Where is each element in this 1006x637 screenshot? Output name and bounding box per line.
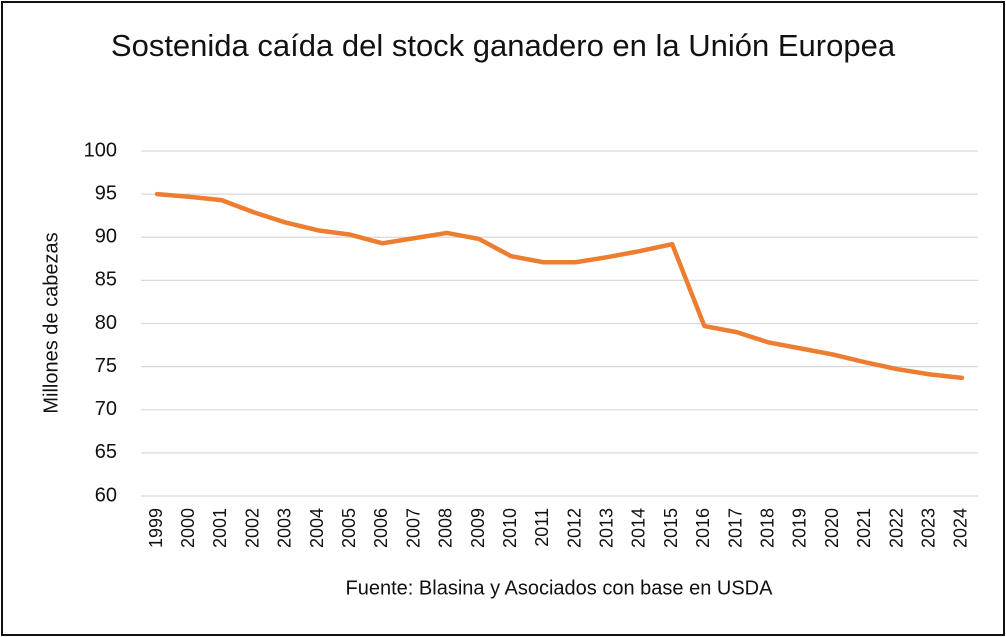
x-tick-label: 2003 [275,508,295,548]
x-tick-label: 2013 [597,508,617,548]
x-tick-label: 2022 [886,508,906,548]
y-tick-label: 75 [95,355,117,377]
x-tick-label: 2010 [500,508,520,548]
x-tick-label: 2017 [725,508,745,548]
x-tick-label: 2014 [629,508,649,548]
x-tick-label: 2016 [693,508,713,548]
x-tick-label: 2018 [758,508,778,548]
y-tick-label: 85 [95,269,117,291]
y-tick-label: 65 [95,441,117,463]
x-tick-label: 2001 [210,508,230,548]
x-tick-label: 2007 [403,508,423,548]
data-line [154,191,965,381]
y-tick-label: 95 [95,182,117,204]
x-tick-label: 2021 [854,508,874,548]
x-tick-label: 2023 [918,508,938,548]
x-tick-label: 2011 [532,508,552,547]
x-tick-label: 2000 [178,508,198,548]
x-tick-label: 2019 [790,508,810,548]
y-axis-label: Millones de cabezas [40,232,62,413]
x-tick-label: 2012 [564,508,584,548]
y-tick-label: 70 [95,398,117,420]
x-tick-label: 1999 [146,508,166,548]
y-tick-label: 80 [95,312,117,334]
y-tick-label: 60 [95,484,117,506]
x-tick-label: 2005 [339,508,359,548]
x-tick-label: 2020 [822,508,842,548]
x-tick-label: 2015 [661,508,681,548]
x-tick-label: 2009 [468,508,488,548]
y-tick-label: 100 [84,139,117,161]
x-axis-label: Fuente: Blasina y Asociados con base en … [346,577,774,599]
x-tick-label: 2002 [242,508,262,548]
x-tick-label: 2006 [371,508,391,548]
y-tick-label: 90 [95,226,117,248]
x-tick-label: 2024 [951,508,971,548]
x-tick-label: 2004 [307,508,327,548]
x-tick-label: 2008 [436,508,456,548]
chart-title: Sostenida caída del stock ganadero en la… [110,28,896,63]
